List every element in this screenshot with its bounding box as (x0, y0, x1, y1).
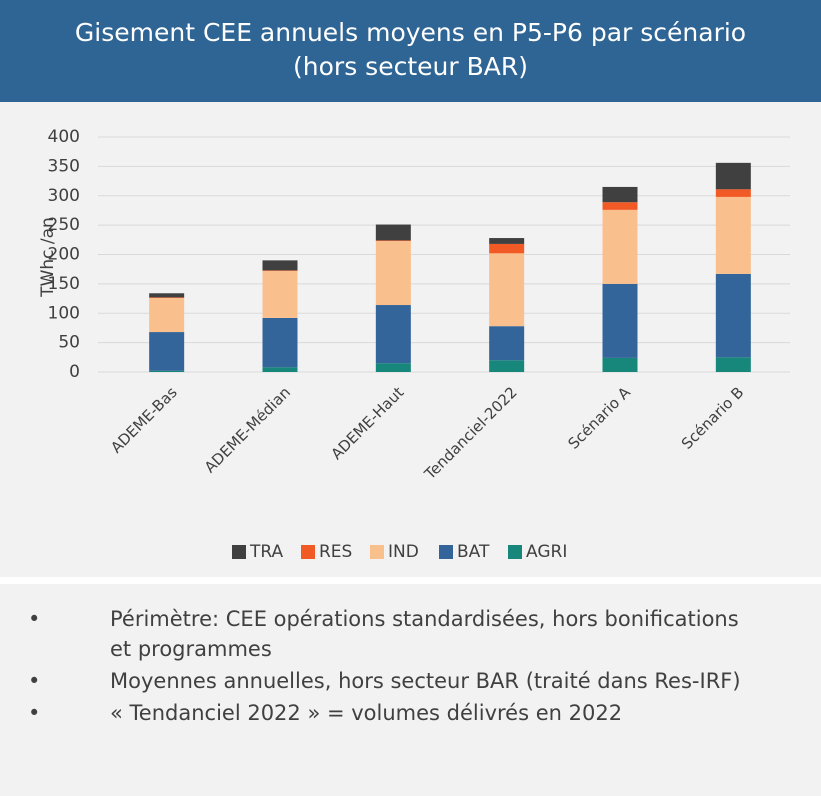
note: Moyennes annuelles, hors secteur BAR (tr… (28, 666, 750, 696)
bar-segment (262, 317, 298, 368)
y-tick-label: 100 (48, 303, 80, 323)
bar-segment (149, 297, 185, 333)
bar-segment (149, 332, 185, 371)
note: Périmètre: CEE opérations standardisées,… (28, 604, 750, 664)
bar-segment (489, 238, 525, 244)
notes: Périmètre: CEE opérations standardisées,… (0, 584, 821, 796)
y-axis-label: TWhc /an (38, 217, 58, 298)
bar-segment (602, 202, 638, 210)
bar-segment (602, 209, 638, 284)
bar-segment (375, 240, 411, 306)
bar-segment (262, 367, 298, 372)
legend-swatch (301, 545, 315, 559)
bar-segment (715, 357, 751, 372)
bar-segment (149, 293, 185, 298)
legend-label: TRA (249, 542, 284, 562)
bar-segment (602, 186, 638, 203)
legend-label: BAT (457, 542, 490, 562)
bar-segment (262, 260, 298, 271)
bar-segment (262, 270, 298, 318)
bar-segment (715, 273, 751, 358)
y-tick-label: 0 (69, 362, 80, 382)
bar-segment (489, 360, 525, 372)
legend-swatch (370, 545, 384, 559)
bar-segment (375, 224, 411, 241)
y-tick-label: 350 (48, 156, 80, 176)
y-tick-label: 200 (48, 245, 80, 265)
legend-label: RES (319, 542, 352, 562)
header: Gisement CEE annuels moyens en P5-P6 par… (0, 0, 821, 102)
note: « Tendanciel 2022 » = volumes délivrés e… (28, 698, 750, 728)
y-tick-label: 50 (58, 333, 80, 353)
bar-segment (375, 363, 411, 372)
bar-segment (489, 253, 525, 327)
bar-segment (715, 162, 751, 190)
bar-segment (602, 357, 638, 372)
legend-swatch (508, 545, 522, 559)
bar-segment (262, 270, 298, 271)
legend-label: AGRI (526, 542, 567, 562)
chart-subtitle: (hors secteur BAR) (293, 52, 528, 81)
bar-segment (149, 370, 185, 372)
y-tick-label: 400 (48, 127, 80, 147)
chart: TWhc /an 050100150200250300350400ADEME-B… (0, 102, 821, 577)
bar-segment (149, 297, 185, 298)
chart-title: Gisement CEE annuels moyens en P5-P6 par… (74, 18, 747, 47)
bar-segment (715, 196, 751, 274)
bar-segment (489, 243, 525, 254)
legend-swatch (439, 545, 453, 559)
legend-label: IND (388, 542, 419, 562)
bar-segment (489, 326, 525, 361)
legend-swatch (232, 545, 246, 559)
bar-segment (375, 305, 411, 364)
y-tick-label: 250 (48, 215, 80, 235)
y-tick-label: 150 (48, 274, 80, 294)
bar-segment (602, 283, 638, 358)
y-tick-label: 300 (48, 186, 80, 206)
bar-segment (715, 189, 751, 197)
bar-segment (375, 240, 411, 241)
